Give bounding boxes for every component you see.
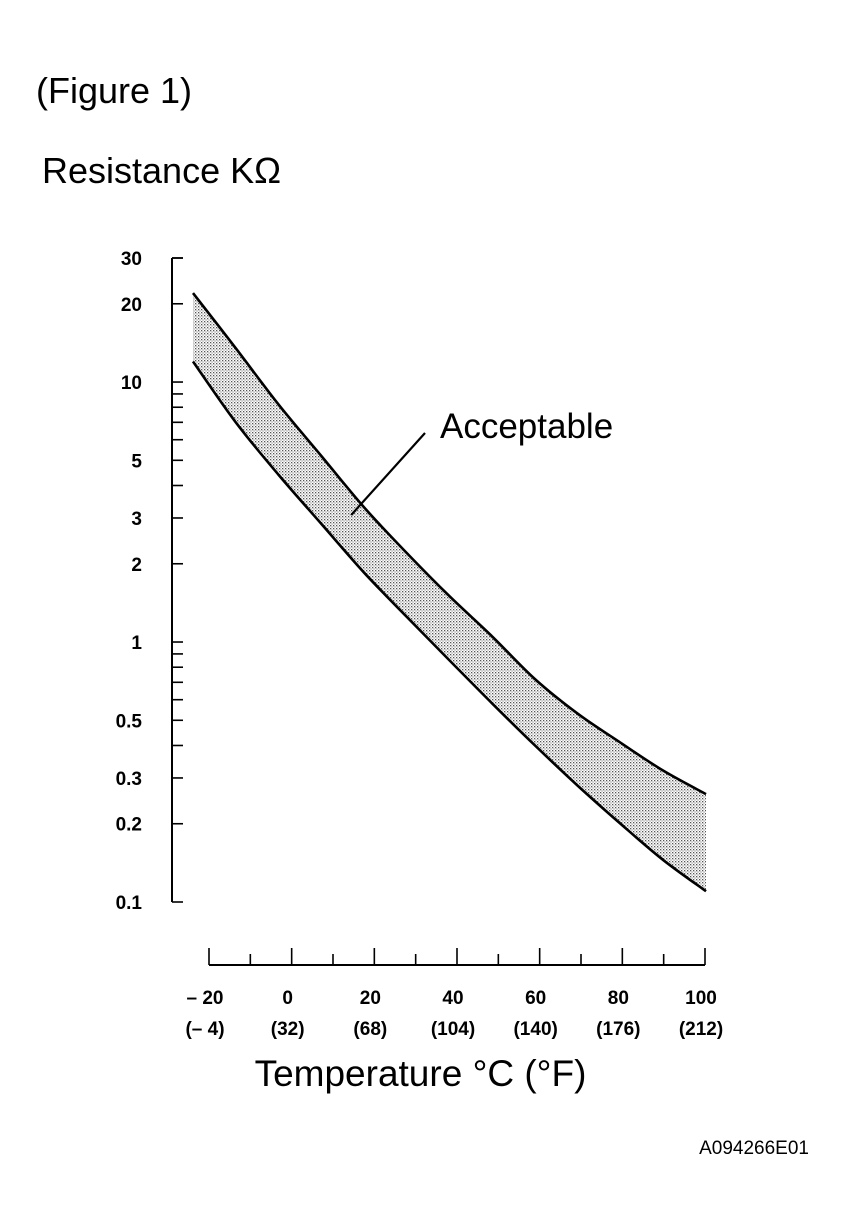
y-tick-label: 1	[131, 633, 142, 654]
y-tick-label: 3	[131, 509, 142, 530]
y-tick-label: 10	[121, 373, 142, 394]
upper-limit-line	[191, 292, 707, 796]
x-tick-label: 60	[525, 988, 546, 1009]
x-tick-label-fahrenheit: (68)	[353, 1019, 387, 1040]
x-tick-label-fahrenheit: (– 4)	[185, 1019, 224, 1040]
x-tick-label-fahrenheit: (104)	[431, 1019, 475, 1040]
x-tick-label: 20	[360, 988, 381, 1009]
x-axis: – 20 (– 4) 0 (32) 20 (68) 40 (104) 60 (140) 80 (176…	[185, 948, 723, 1040]
x-tick-label-fahrenheit: (212)	[679, 1019, 723, 1040]
y-axis: 30 20 10 5 3 2 1 0.5 0.3 0.2 0.1	[116, 249, 183, 914]
x-tick-label-fahrenheit: (32)	[271, 1019, 305, 1040]
y-tick-label: 2	[131, 555, 142, 576]
x-axis-title: Temperature °C (°F)	[0, 1053, 845, 1095]
x-tick-label: 100	[685, 988, 717, 1009]
lower-limit-line	[191, 360, 707, 893]
x-tick-label-fahrenheit: (176)	[596, 1019, 640, 1040]
annotation-label: Acceptable	[440, 407, 613, 446]
x-tick-label: – 20	[187, 988, 224, 1009]
y-tick-label: 0.1	[116, 893, 143, 914]
x-axis-title-text: Temperature °C (°F)	[254, 1053, 587, 1094]
x-tick-label: 40	[442, 988, 463, 1009]
y-tick-label: 5	[131, 451, 142, 472]
y-tick-label: 20	[121, 295, 142, 316]
x-tick-label-fahrenheit: (140)	[513, 1019, 557, 1040]
acceptable-annotation: Acceptable	[350, 407, 613, 516]
figure-id: A094266E01	[699, 1138, 809, 1159]
y-tick-label: 30	[121, 249, 142, 270]
y-tick-label: 0.2	[116, 815, 142, 836]
x-tick-label: 0	[282, 988, 293, 1009]
acceptable-band	[191, 292, 707, 893]
figure-label: (Figure 1)	[36, 70, 193, 111]
y-axis-title: Resistance KΩ	[42, 150, 282, 191]
annotation-leader-line	[350, 432, 426, 516]
y-tick-label: 0.5	[116, 711, 143, 732]
y-tick-label: 0.3	[116, 769, 142, 790]
acceptable-band-fill	[193, 293, 706, 892]
x-tick-label: 80	[608, 988, 629, 1009]
